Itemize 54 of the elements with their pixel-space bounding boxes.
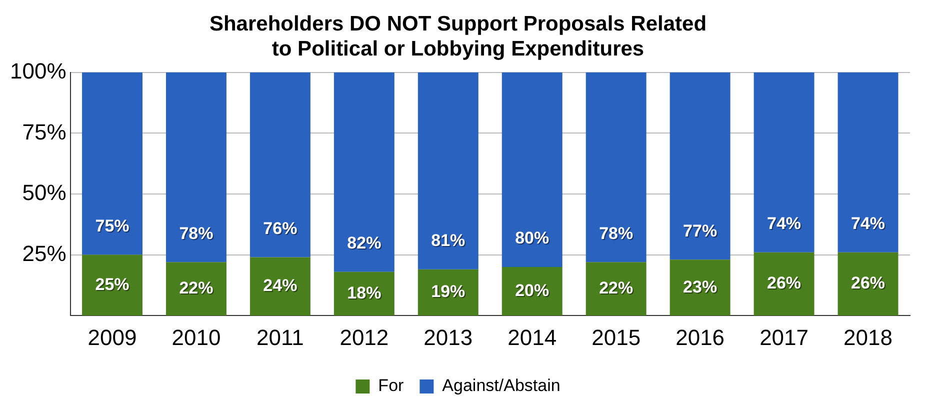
data-label: 18%: [347, 283, 382, 302]
x-tick-label: 2011: [256, 324, 304, 350]
bar: [418, 72, 478, 270]
legend-label: For: [378, 376, 404, 396]
x-tick-label: 2012: [340, 324, 389, 350]
x-tick-label: 2015: [592, 324, 641, 350]
x-tick-label: 2009: [88, 324, 137, 350]
bar: [250, 72, 310, 258]
bar: [838, 72, 898, 252]
bar: [82, 254, 142, 316]
data-label: 74%: [851, 214, 886, 234]
bar: [166, 262, 226, 316]
x-tick-label: 2014: [508, 324, 557, 350]
x-tick-label: 2016: [676, 324, 725, 350]
y-tick-label: 25%: [22, 240, 66, 266]
bar: [502, 72, 562, 267]
y-tick-label: 75%: [22, 119, 66, 144]
data-label: 26%: [767, 274, 802, 293]
data-label: 75%: [95, 216, 130, 236]
data-label: 22%: [599, 278, 634, 298]
data-label: 20%: [515, 280, 550, 300]
bar: [586, 262, 646, 316]
bar: [586, 72, 646, 262]
data-label: 77%: [683, 221, 718, 240]
data-label: 81%: [431, 231, 466, 250]
bar: [166, 72, 226, 262]
x-tick-label: 2017: [760, 324, 809, 350]
data-label: 24%: [263, 276, 298, 296]
data-label: 22%: [179, 278, 214, 298]
x-tick-label: 2010: [172, 324, 221, 350]
bar: [670, 72, 730, 260]
bar: [334, 72, 394, 272]
bar: [250, 257, 310, 316]
bar: [82, 72, 142, 255]
bar: [754, 252, 814, 316]
data-label: 23%: [683, 277, 718, 296]
y-tick-label: 50%: [22, 180, 66, 206]
data-label: 25%: [95, 274, 130, 294]
data-label: 78%: [179, 224, 214, 243]
data-label: 26%: [851, 274, 886, 293]
data-label: 80%: [515, 228, 550, 248]
bar: [670, 260, 730, 316]
data-label: 76%: [263, 218, 298, 238]
data-label: 82%: [347, 234, 382, 253]
y-tick-label: 100%: [10, 58, 66, 84]
bar: [754, 72, 814, 252]
chart-title: Shareholders DO NOT Support Proposals Related to Political or Lobbying Expenditures: [209, 12, 707, 61]
data-label: 19%: [431, 282, 466, 302]
data-label: 74%: [767, 214, 802, 234]
x-tick-label: 2013: [424, 324, 473, 350]
legend-label: Against/Abstain: [442, 376, 560, 396]
x-tick-label: 2018: [844, 324, 892, 350]
bar: [838, 252, 898, 316]
data-label: 78%: [599, 224, 634, 243]
